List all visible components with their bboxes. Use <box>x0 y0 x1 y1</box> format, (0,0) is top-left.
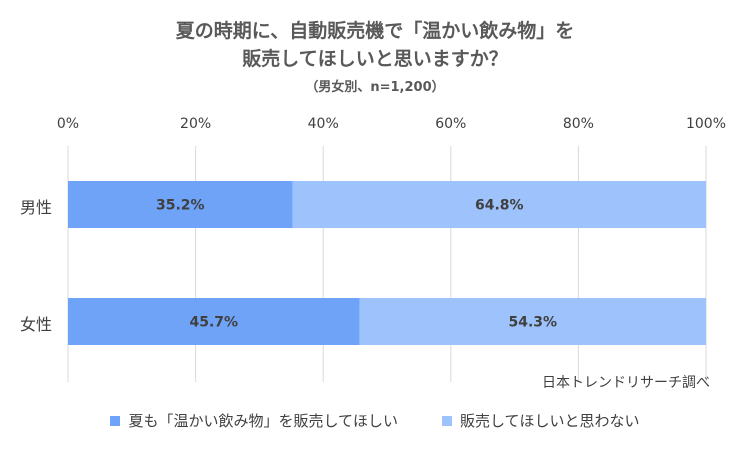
x-tick-label: 60% <box>435 116 466 132</box>
source-note: 日本トレンドリサーチ調べ <box>542 375 710 391</box>
x-tick-label: 0% <box>57 116 79 132</box>
legend: 夏も「温かい飲み物」を販売してほしい 販売してほしいと思わない <box>0 410 750 431</box>
legend-label-series-1: 夏も「温かい飲み物」を販売してほしい <box>128 412 398 430</box>
category-label: 女性 <box>20 315 52 334</box>
chart-title-line-2: 販売してほしいと思いますか？ <box>242 48 508 70</box>
bar-segment <box>292 181 706 228</box>
data-label: 64.8% <box>475 198 524 214</box>
category-label: 男性 <box>20 198 52 217</box>
chart-title-line-1: 夏の時期に、自動販売機で「温かい飲み物」を <box>175 20 575 42</box>
legend-swatch-series-1 <box>110 415 121 426</box>
x-tick-label: 80% <box>563 116 594 132</box>
bar-segment <box>68 181 293 228</box>
bar-chart: 0% 20% 40% 60% 80% 100% 35.2% 64.8% 男性 45.7% 54.3%… <box>20 116 726 382</box>
chart-subtitle: （男女別、n=1,200） <box>305 80 445 95</box>
legend-item-series-1: 夏も「温かい飲み物」を販売してほしい <box>110 410 398 431</box>
bar-segment <box>359 298 706 345</box>
data-label: 35.2% <box>156 198 205 214</box>
data-label: 54.3% <box>508 315 557 331</box>
legend-item-series-2: 販売してほしいと思わない <box>442 410 640 431</box>
x-tick-label: 40% <box>308 116 339 132</box>
data-label: 45.7% <box>189 315 238 331</box>
legend-swatch-series-2 <box>442 415 452 426</box>
bar-segment <box>68 298 360 345</box>
legend-label-series-2: 販売してほしいと思わない <box>460 412 640 430</box>
x-tick-label: 20% <box>180 116 211 132</box>
x-tick-label: 100% <box>686 116 726 132</box>
